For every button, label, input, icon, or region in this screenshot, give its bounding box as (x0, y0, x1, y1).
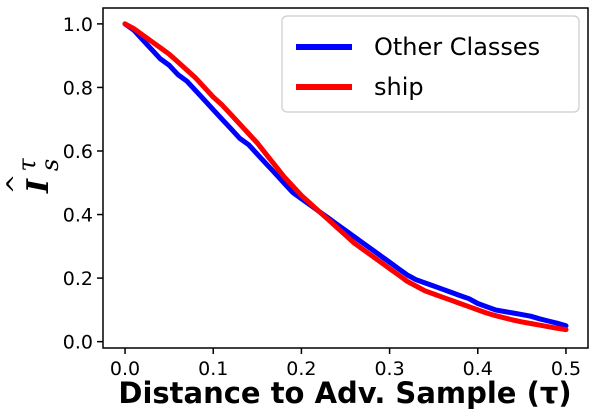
plot-frame (102, 7, 589, 349)
legend-label-ship: ship (374, 73, 424, 101)
x-tick-label: 0.0 (110, 358, 140, 380)
y-tick-label: 0.2 (63, 268, 93, 290)
y-tick-label: 1.0 (63, 14, 93, 36)
x-tick-label: 0.1 (198, 358, 228, 380)
y-axis-ticks: 0.0 0.2 0.4 0.6 0.8 1.0 (63, 14, 103, 354)
legend-box (281, 15, 580, 113)
y-tick-label: 0.6 (63, 141, 93, 163)
y-axis-label-superscript: τ (13, 158, 41, 172)
y-tick-label: 0.0 (63, 332, 93, 354)
x-tick-label: 0.5 (551, 358, 581, 380)
legend-label-other-classes: Other Classes (374, 33, 540, 61)
y-axis-label-symbol: I (21, 178, 56, 194)
series-line-ship (122, 21, 569, 333)
legend: Other Classes ship (281, 15, 580, 113)
y-axis-label-subscript: s (36, 159, 64, 171)
x-tick-label: 0.4 (463, 358, 493, 380)
y-tick-label: 0.4 (63, 205, 93, 227)
series-layer (122, 21, 569, 333)
y-axis-label: I ^ τ s (2, 158, 64, 194)
x-axis-label: Distance to Adv. Sample (τ) (118, 376, 571, 410)
x-axis-ticks: 0.0 0.1 0.2 0.3 0.4 0.5 (110, 348, 581, 380)
x-tick-label: 0.3 (374, 358, 404, 380)
x-tick-label: 0.2 (286, 358, 316, 380)
y-axis-label-hat: ^ (2, 174, 30, 194)
series-line-other-classes (122, 21, 569, 329)
y-tick-label: 0.8 (63, 77, 93, 99)
